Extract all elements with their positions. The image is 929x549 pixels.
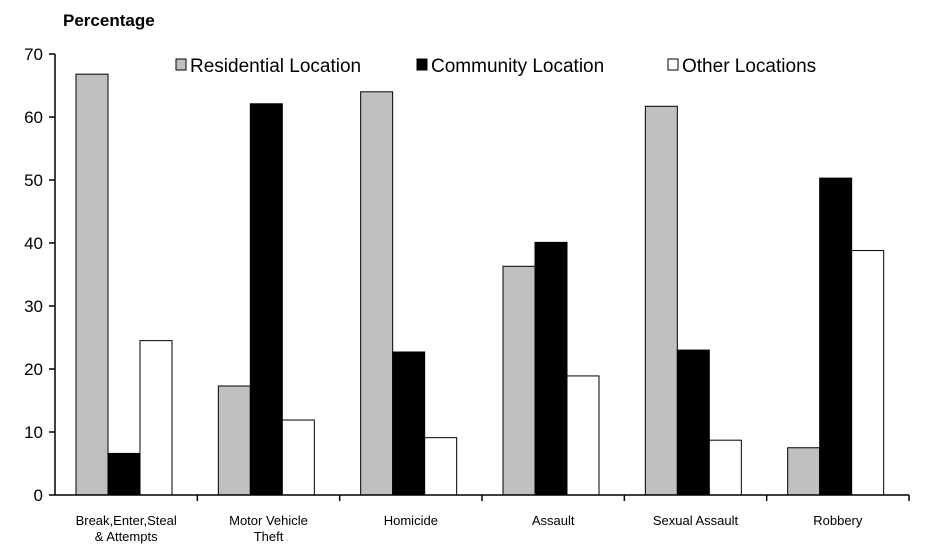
bar-3-2 — [566, 375, 600, 496]
y-tick-label-0: 0 — [34, 486, 43, 505]
x-tick-label-5: Robbery — [813, 513, 863, 528]
legend-label-1: Community Location — [431, 56, 604, 77]
legend-swatch-2 — [667, 58, 679, 71]
legend-label-2: Other Locations — [682, 56, 816, 77]
bar-1-1 — [249, 103, 283, 496]
bar-2-1 — [392, 351, 426, 496]
legend: Residential Location Community Location Ot… — [175, 56, 816, 77]
bar-2-2 — [424, 437, 458, 496]
y-tick-label-7: 70 — [24, 45, 43, 64]
y-tick-label-1: 10 — [24, 423, 43, 442]
bar-1-2 — [281, 419, 315, 496]
x-tick-label-3: Assault — [532, 513, 575, 528]
bar-2-0 — [360, 91, 394, 496]
bar-0-2 — [139, 340, 173, 496]
bars — [75, 73, 885, 496]
bar-5-2 — [851, 250, 885, 496]
x-tick-label-1-line2: Theft — [254, 529, 284, 544]
y-tick-label-6: 60 — [24, 108, 43, 127]
bar-5-0 — [787, 447, 821, 496]
bar-3-1 — [534, 241, 568, 496]
y-tick-label-3: 30 — [24, 297, 43, 316]
x-tick-label-0: Break,Enter,Steal — [76, 513, 177, 528]
x-tick-label-4: Sexual Assault — [653, 513, 739, 528]
axes: 0 10 20 30 40 50 60 70 Break,Enter,Steal& Attemp… — [24, 45, 910, 544]
bar-3-0 — [502, 265, 536, 496]
y-tick-label-4: 40 — [24, 234, 43, 253]
x-tick-label-1: Motor Vehicle — [229, 513, 308, 528]
bar-1-0 — [217, 385, 251, 496]
y-tick-label-5: 50 — [24, 171, 43, 190]
bar-0-1 — [107, 452, 141, 496]
legend-label-0: Residential Location — [190, 56, 361, 77]
x-tick-label-0-line2: & Attempts — [95, 529, 158, 544]
bar-4-2 — [708, 439, 742, 496]
y-tick-label-2: 20 — [24, 360, 43, 379]
legend-swatch-0 — [175, 58, 187, 71]
bar-5-1 — [819, 177, 853, 496]
bar-0-0 — [75, 73, 109, 496]
bar-4-0 — [644, 105, 678, 496]
bar-4-1 — [676, 349, 710, 496]
y-axis-label: Percentage — [63, 11, 155, 30]
legend-swatch-1 — [416, 58, 428, 71]
x-tick-label-2: Homicide — [384, 513, 438, 528]
